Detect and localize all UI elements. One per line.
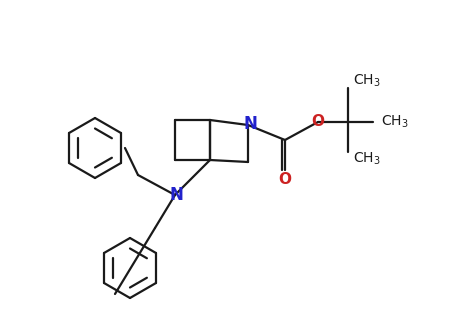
Text: CH$_3$: CH$_3$: [353, 151, 381, 167]
Text: O: O: [311, 113, 325, 129]
Text: N: N: [169, 186, 183, 204]
Text: N: N: [243, 115, 257, 133]
Text: O: O: [279, 173, 292, 187]
Text: CH$_3$: CH$_3$: [381, 114, 409, 130]
Text: CH$_3$: CH$_3$: [353, 73, 381, 89]
